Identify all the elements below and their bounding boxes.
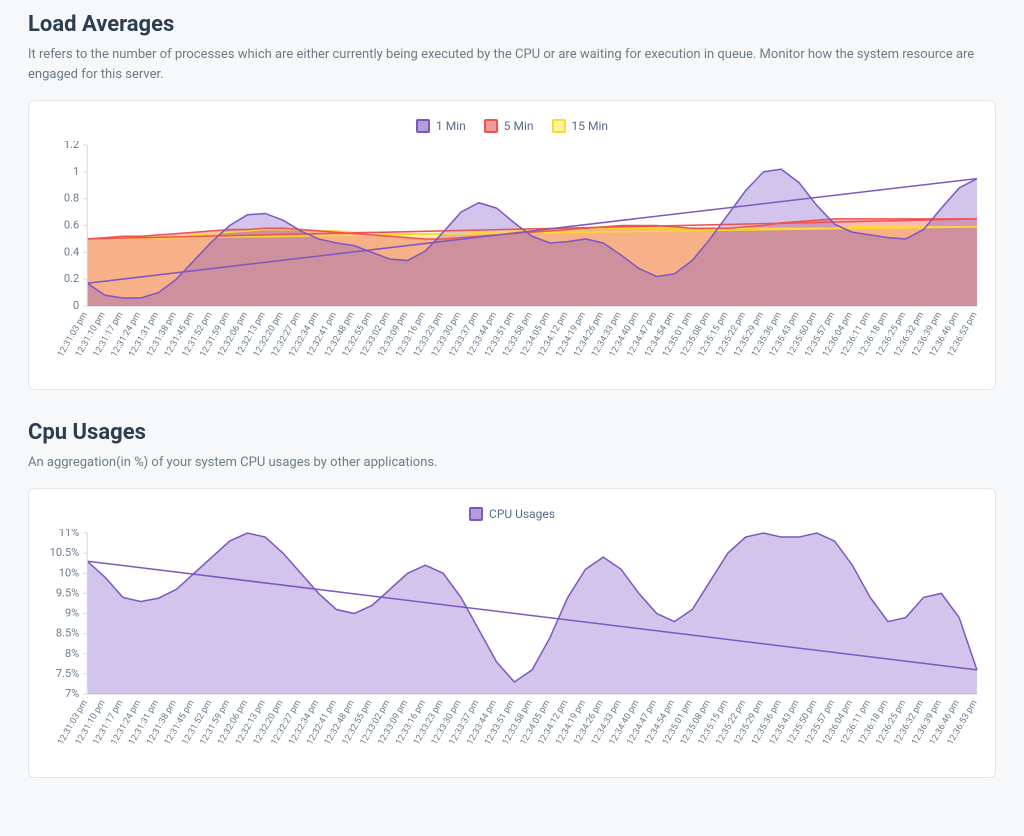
cpu-chart: 7%7.5%8%8.5%9%9.5%10%10.5%11%12:31:03 pm… xyxy=(39,529,985,767)
chart-legend: CPU Usages xyxy=(39,495,985,529)
legend-label: 5 Min xyxy=(504,119,534,133)
cpu-usages-section: Cpu Usages An aggregation(in %) of your … xyxy=(28,420,996,778)
legend-swatch xyxy=(469,507,483,521)
svg-text:0.8: 0.8 xyxy=(64,192,79,205)
load-chart-card: 1 Min5 Min15 Min 00.20.40.60.811.212:31:… xyxy=(28,100,996,390)
legend-swatch xyxy=(416,119,430,133)
svg-text:7.5%: 7.5% xyxy=(56,667,79,680)
svg-text:8.5%: 8.5% xyxy=(56,627,79,640)
section-title: Load Averages xyxy=(28,12,996,37)
chart-legend: 1 Min 5 Min 15 Min xyxy=(39,107,985,141)
load-averages-section: Load Averages It refers to the number of… xyxy=(28,12,996,390)
svg-text:7%: 7% xyxy=(65,687,79,700)
svg-text:9.5%: 9.5% xyxy=(56,586,79,599)
legend-item[interactable]: CPU Usages xyxy=(469,507,555,521)
svg-text:1.2: 1.2 xyxy=(64,141,79,151)
svg-text:0: 0 xyxy=(73,299,79,312)
legend-item[interactable]: 15 Min xyxy=(552,119,609,133)
legend-label: 15 Min xyxy=(572,119,609,133)
legend-swatch xyxy=(552,119,566,133)
svg-text:10%: 10% xyxy=(59,566,80,579)
section-desc: It refers to the number of processes whi… xyxy=(28,45,996,84)
legend-item[interactable]: 1 Min xyxy=(416,119,466,133)
svg-text:0.6: 0.6 xyxy=(64,219,79,232)
load-chart: 00.20.40.60.811.212:31:03 pm12:31:10 pm1… xyxy=(39,141,985,379)
svg-text:1: 1 xyxy=(73,165,79,178)
cpu-chart-card: CPU Usages 7% 7.5% 8% 8.5% 9% 9.5% 10% 10.5% 11%… xyxy=(28,488,996,778)
section-desc: An aggregation(in %) of your system CPU … xyxy=(28,453,996,473)
section-title: Cpu Usages xyxy=(28,420,996,445)
legend-swatch xyxy=(484,119,498,133)
legend-label: 1 Min xyxy=(436,119,466,133)
svg-text:10.5%: 10.5% xyxy=(50,546,80,559)
legend-label: CPU Usages xyxy=(489,507,555,521)
svg-text:8%: 8% xyxy=(65,647,79,660)
svg-text:9%: 9% xyxy=(65,607,79,620)
svg-text:0.2: 0.2 xyxy=(64,272,79,285)
svg-text:0.4: 0.4 xyxy=(64,245,79,258)
svg-text:11%: 11% xyxy=(59,529,80,539)
legend-item[interactable]: 5 Min xyxy=(484,119,534,133)
